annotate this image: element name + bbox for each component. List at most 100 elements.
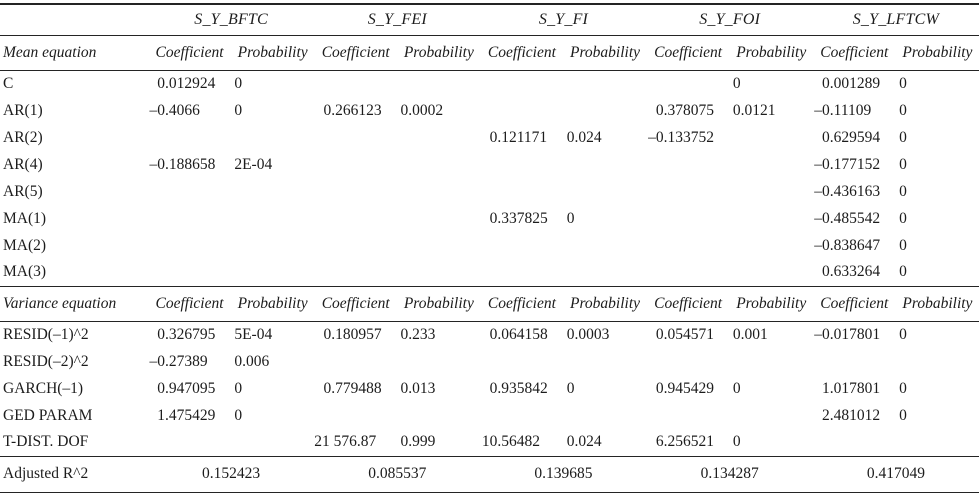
integer-part: –0 (814, 236, 830, 254)
fraction-part: .481012 (829, 406, 881, 424)
section-label: Variance equation (0, 286, 148, 322)
coefficient-cell: –0.4066 (148, 97, 231, 124)
probability-cell: 0.006 (231, 348, 314, 375)
coefficient-cell: –0.017801 (813, 321, 896, 348)
probability-cell (730, 348, 813, 375)
probability-cell (730, 402, 813, 429)
probability-cell (563, 259, 647, 287)
integer-part: 0 (899, 155, 907, 173)
fraction-part: .999 (408, 433, 436, 451)
probability-cell: 0.013 (397, 375, 480, 402)
coefficient-cell (812, 429, 896, 457)
integer-part: 0 (400, 325, 409, 343)
coefficient-cell (314, 232, 397, 259)
coefficient-cell: –0.177152 (813, 151, 896, 178)
probability-cell: 0 (896, 151, 979, 178)
probability-cell (397, 259, 481, 287)
probability-cell: 0 (896, 70, 979, 97)
table-row: MA(3) 0.633264 0 (0, 259, 979, 287)
table-row: C 0.012924 0 0 0.001289 0 (0, 70, 979, 97)
probability-cell: 0 (730, 70, 813, 97)
probability-cell (563, 70, 646, 97)
coefficient-cell (480, 178, 563, 205)
coefficient-cell: 0.121171 (480, 124, 563, 151)
column-group-header: S_Y_FOI (646, 4, 813, 36)
coefficient-cell: 0.629594 (813, 124, 896, 151)
probability-cell: 0 (895, 259, 979, 287)
probability-cell (397, 232, 480, 259)
column-group-header: S_Y_BFTC (148, 4, 315, 36)
row-label: C (3, 74, 14, 92)
adjusted-r2-value: 0.417049 (866, 465, 925, 482)
fraction-part: .485542 (829, 209, 881, 227)
probability-cell (231, 124, 314, 151)
integer-part: 0 (400, 433, 409, 451)
coefficient-cell (314, 402, 397, 429)
table-row: RESID(–1)^2 0.326795 5E-04 0.180957 0.233 0.0… (0, 321, 979, 348)
probability-cell (231, 232, 314, 259)
column-subheader: Probability (397, 35, 481, 71)
fraction-part: .838647 (829, 236, 881, 254)
integer-part: 0 (400, 379, 409, 397)
coefficient-cell: 0.947095 (148, 375, 231, 402)
column-group-header: S_Y_FI (480, 4, 647, 36)
coefficient-cell (148, 429, 232, 457)
fraction-part: .87 (356, 433, 377, 451)
coefficient-cell: 0.180957 (314, 321, 397, 348)
coefficient-cell: 10.56482 (480, 429, 564, 457)
integer-part: –0 (149, 101, 166, 119)
coefficient-cell (148, 259, 232, 287)
column-subheader: Probability (231, 286, 315, 322)
coefficient-cell: 6.256521 (646, 429, 730, 457)
coefficient-cell (647, 205, 730, 232)
column-subheader: Probability (895, 286, 979, 322)
integer-part: 0 (157, 325, 165, 343)
coefficient-cell (647, 151, 730, 178)
coefficient-cell: 0.326795 (148, 321, 231, 348)
probability-cell (563, 348, 646, 375)
coefficient-cell (480, 348, 563, 375)
integer-part: 0 (566, 379, 575, 397)
integer-part: 0 (323, 101, 332, 119)
integer-part: 0 (323, 379, 332, 397)
probability-cell (231, 205, 314, 232)
column-subheader: Coefficient (812, 35, 896, 71)
adjusted-r2-value: 0.152423 (202, 465, 261, 482)
row-label: AR(4) (3, 155, 43, 173)
row-label: RESID(–1)^2 (3, 325, 89, 343)
row-label: AR(5) (3, 182, 43, 200)
coefficient-cell (148, 232, 231, 259)
probability-cell: 0 (896, 375, 979, 402)
column-subheader: Probability (563, 35, 647, 71)
table-row: T-DIST. DOF 21 576.87 0.999 10.56482 0.024 6.… (0, 429, 979, 457)
probability-cell: 0.001 (730, 321, 813, 348)
probability-cell: 0 (231, 70, 314, 97)
fraction-part: .378075 (663, 101, 714, 119)
fraction-part: .188658 (165, 155, 216, 173)
coefficient-cell (314, 259, 398, 287)
coefficient-cell (647, 70, 730, 97)
probability-cell (730, 151, 813, 178)
row-label: T-DIST. DOF (0, 429, 148, 457)
fraction-part: .27389 (165, 352, 208, 370)
coefficient-cell: –0.188658 (148, 151, 231, 178)
row-label: MA(2) (3, 236, 47, 254)
integer-part: 0 (822, 263, 830, 281)
probability-cell (397, 124, 480, 151)
coefficient-cell (314, 70, 397, 97)
coefficient-cell (646, 259, 730, 287)
probability-cell: 0.0002 (397, 97, 480, 124)
fraction-part: .177152 (829, 155, 881, 173)
column-subheader: Probability (895, 35, 979, 71)
fraction-part: .180957 (331, 325, 382, 343)
fraction-part: .935842 (497, 379, 548, 397)
integer-part: 0 (234, 379, 243, 397)
table-row: AR(4) –0.188658 2E-04 –0.177152 0 (0, 151, 979, 178)
fraction-part: .475429 (165, 406, 216, 424)
coefficient-cell: 0.054571 (647, 321, 730, 348)
coefficient-cell (480, 97, 563, 124)
coefficient-cell (480, 151, 563, 178)
table-row: AR(5) –0.436163 0 (0, 178, 979, 205)
fraction-part: .013 (408, 379, 436, 397)
integer-part: 0 (822, 74, 830, 92)
